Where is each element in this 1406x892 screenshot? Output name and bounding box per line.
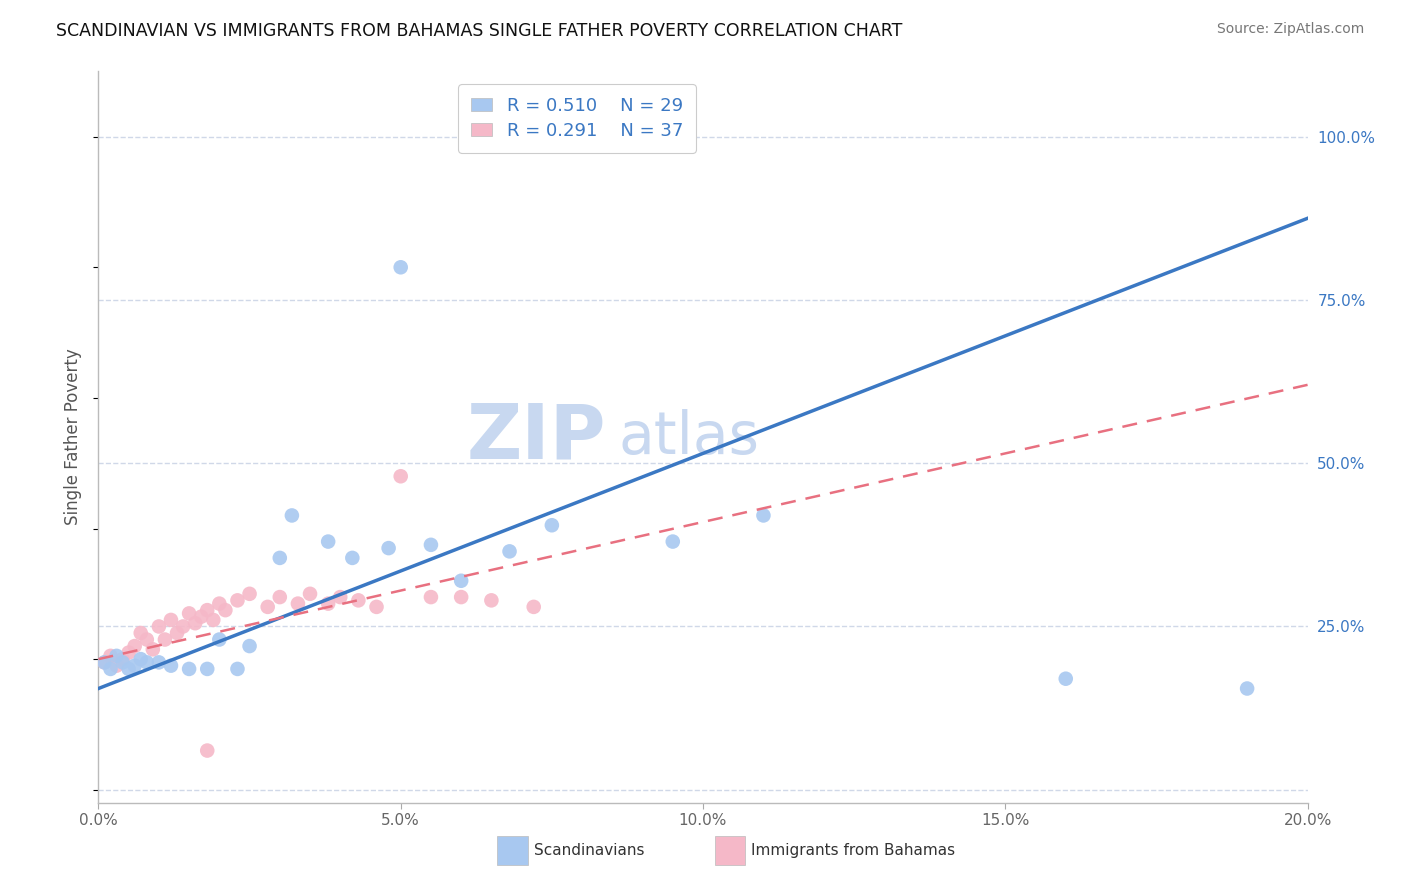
Point (366, 599, 388, 614)
Point (523, 599, 546, 614)
Point (342, 550, 364, 565)
Point (450, 574, 472, 588)
Point (111, 656, 134, 670)
Point (281, 508, 304, 523)
Point (195, 743, 218, 757)
Point (142, 642, 165, 657)
Point (129, 626, 152, 640)
Point (420, 590, 443, 604)
Point (166, 626, 188, 640)
Point (135, 656, 157, 670)
Point (450, 590, 472, 604)
Point (93, 656, 115, 670)
Point (239, 587, 262, 601)
Point (105, 658, 128, 673)
Legend: R = 0.510    N = 29, R = 0.291    N = 37: R = 0.510 N = 29, R = 0.291 N = 37 (458, 84, 696, 153)
Point (105, 648, 128, 663)
Point (1236, 681, 1258, 696)
Text: ZIP: ZIP (467, 401, 606, 474)
Point (124, 639, 146, 653)
Point (202, 613, 225, 627)
Text: atlas: atlas (619, 409, 759, 466)
Point (160, 658, 183, 673)
Text: Scandinavians: Scandinavians (534, 843, 644, 858)
Point (111, 652, 134, 666)
Point (347, 593, 370, 607)
Point (389, 469, 412, 483)
Point (195, 662, 218, 676)
Point (540, 518, 562, 533)
Point (160, 613, 183, 627)
Point (172, 619, 194, 633)
Point (93, 656, 115, 670)
Point (148, 656, 170, 670)
Text: Immigrants from Bahamas: Immigrants from Bahamas (751, 843, 956, 858)
Point (498, 544, 520, 558)
Point (226, 593, 249, 607)
Point (195, 603, 218, 617)
Point (208, 632, 231, 647)
Point (661, 534, 683, 549)
Point (752, 508, 775, 523)
Point (299, 587, 322, 601)
Point (118, 646, 141, 660)
Point (179, 607, 201, 621)
Point (316, 597, 339, 611)
Point (269, 550, 291, 565)
Point (389, 260, 412, 275)
Point (481, 593, 503, 607)
Point (420, 538, 443, 552)
Point (287, 597, 309, 611)
Point (135, 632, 157, 647)
Point (153, 632, 176, 647)
Point (100, 648, 122, 663)
Point (184, 616, 207, 631)
FancyBboxPatch shape (498, 836, 527, 865)
Point (208, 597, 231, 611)
Point (239, 639, 262, 653)
Y-axis label: Single Father Poverty: Single Father Poverty (65, 349, 83, 525)
Point (256, 599, 278, 614)
Point (129, 652, 152, 666)
Point (100, 662, 122, 676)
Point (329, 590, 352, 604)
Point (226, 662, 249, 676)
Point (190, 609, 212, 624)
Text: SCANDINAVIAN VS IMMIGRANTS FROM BAHAMAS SINGLE FATHER POVERTY CORRELATION CHART: SCANDINAVIAN VS IMMIGRANTS FROM BAHAMAS … (56, 22, 903, 40)
Point (214, 603, 236, 617)
Point (179, 662, 201, 676)
Point (118, 662, 141, 676)
Point (316, 534, 339, 549)
Text: Source: ZipAtlas.com: Source: ZipAtlas.com (1216, 22, 1364, 37)
Point (124, 658, 146, 673)
Point (377, 541, 399, 555)
Point (1054, 672, 1077, 686)
FancyBboxPatch shape (716, 836, 745, 865)
Point (148, 619, 170, 633)
Point (269, 590, 291, 604)
